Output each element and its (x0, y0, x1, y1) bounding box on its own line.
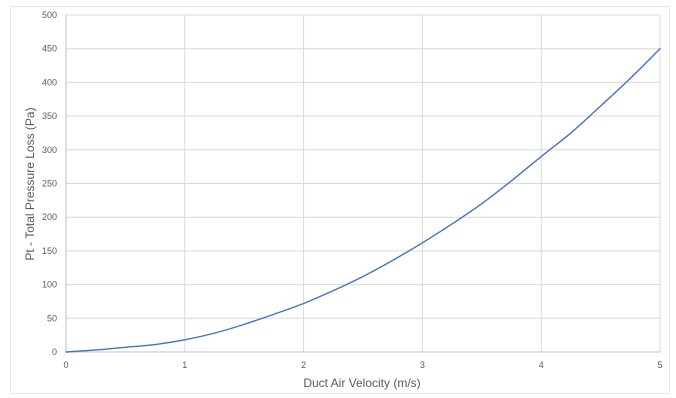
x-tick-labels: 0 1 2 3 4 5 (63, 360, 662, 370)
y-tick-labels: 0 50 100 150 200 250 300 350 400 450 500 (42, 10, 57, 357)
x-axis-title: Duct Air Velocity (m/s) (303, 376, 420, 390)
y-tick-label: 500 (42, 10, 57, 20)
x-tick-label: 0 (63, 360, 68, 370)
y-tick-label: 400 (42, 77, 57, 87)
x-tick-label: 5 (657, 360, 662, 370)
chart-frame (10, 6, 670, 394)
series-line (65, 48, 661, 353)
y-tick-label: 100 (42, 280, 57, 290)
x-tick-label: 2 (301, 360, 306, 370)
y-axis-title: Pt - Total Pressure Loss (Pa) (23, 107, 37, 260)
axes (65, 15, 660, 353)
y-tick-label: 50 (47, 313, 57, 323)
y-tick-label: 250 (42, 179, 57, 189)
y-tick-label: 200 (42, 212, 57, 222)
y-tick-label: 350 (42, 111, 57, 121)
gridlines (66, 14, 661, 352)
x-tick-label: 3 (420, 360, 425, 370)
series-layer (65, 48, 661, 353)
y-tick-label: 450 (42, 44, 57, 54)
x-tick-label: 1 (182, 360, 187, 370)
x-tick-label: 4 (539, 360, 544, 370)
y-tick-label: 300 (42, 145, 57, 155)
y-tick-label: 150 (42, 246, 57, 256)
y-tick-label: 0 (52, 347, 57, 357)
